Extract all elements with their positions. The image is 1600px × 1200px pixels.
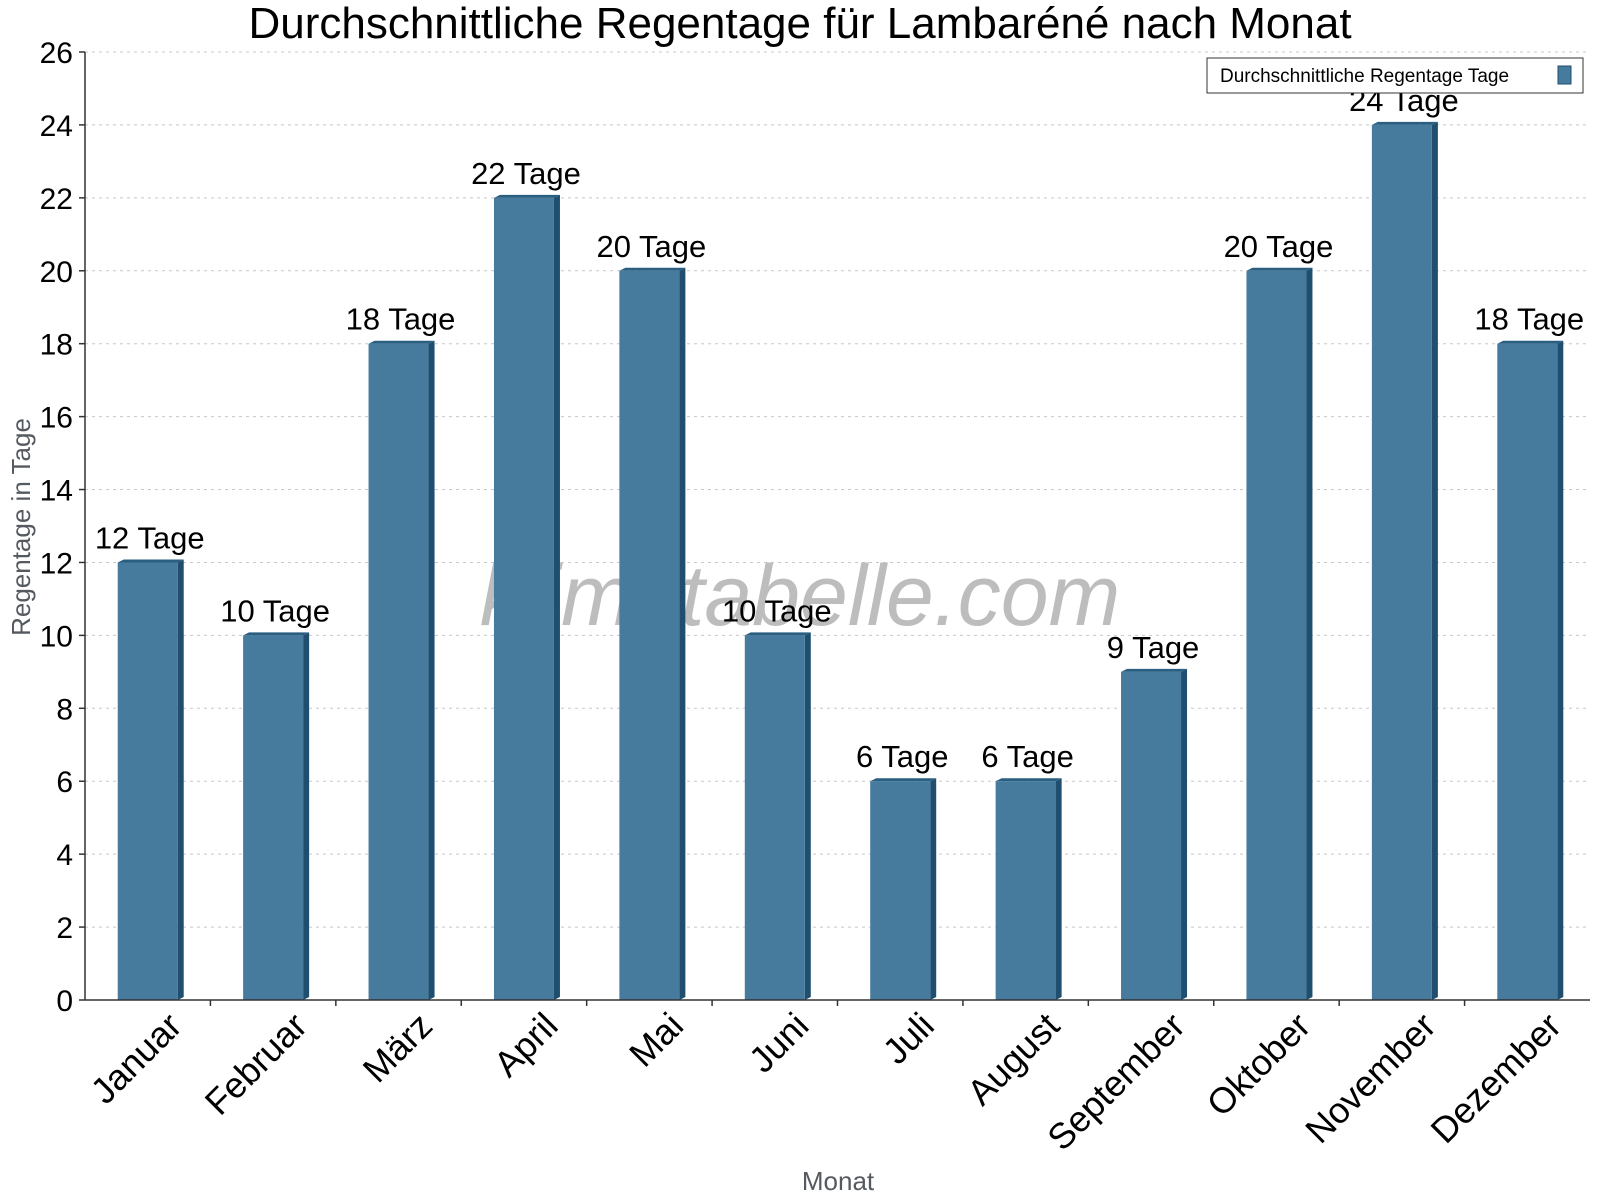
- bar-side: [930, 778, 937, 1000]
- x-tick-label: September: [1039, 1005, 1193, 1159]
- bar-top: [619, 267, 686, 271]
- bar-value-label: 18 Tage: [346, 302, 456, 337]
- y-tick-label: 16: [40, 402, 73, 435]
- y-tick-label: 26: [40, 37, 73, 70]
- bar: [368, 343, 429, 1000]
- bar: [870, 781, 931, 1000]
- legend: Durchschnittliche Regentage Tage: [1206, 57, 1584, 94]
- bar-side: [177, 559, 184, 1000]
- bar: [1121, 671, 1182, 1000]
- bar-value-label: 12 Tage: [95, 520, 205, 555]
- bar-value-label: 10 Tage: [722, 593, 832, 628]
- x-tick-label: August: [959, 1005, 1067, 1113]
- bar-value-label: 20 Tage: [596, 229, 706, 264]
- bar-value-label: 20 Tage: [1224, 229, 1334, 264]
- bar-top: [870, 778, 937, 782]
- bar-side: [679, 267, 686, 1000]
- bar-side: [1306, 267, 1313, 1000]
- x-ticks: Januar Februar März April Mai Juni Juli AugustS…: [83, 1000, 1569, 1158]
- y-tick-label: 10: [40, 620, 73, 653]
- bar-side: [1431, 121, 1438, 1000]
- bar-value-label: 6 Tage: [856, 739, 949, 774]
- x-tick-label: Oktober: [1199, 1005, 1319, 1125]
- bar-top: [1497, 340, 1564, 344]
- x-axis-label: Monat: [802, 1166, 875, 1196]
- x-tick-label: April: [486, 1005, 566, 1085]
- bar-value-label: 18 Tage: [1474, 302, 1584, 337]
- y-tick-label: 22: [40, 183, 73, 216]
- y-tick-label: 2: [56, 912, 73, 945]
- y-tick-label: 18: [40, 329, 73, 362]
- bar-side: [553, 194, 560, 1000]
- bar-side: [303, 632, 310, 1000]
- bar-side: [1181, 668, 1188, 1000]
- bar: [995, 781, 1056, 1000]
- bar: [1246, 270, 1307, 1000]
- watermark: klimatabelle.com: [480, 548, 1120, 644]
- legend-label: Durchschnittliche Regentage Tage: [1220, 66, 1509, 87]
- bar-side: [1557, 340, 1564, 1000]
- bar-value-label: 9 Tage: [1107, 630, 1200, 665]
- bar: [1497, 343, 1558, 1000]
- bar-top: [744, 632, 811, 636]
- x-tick-label: Februar: [197, 1005, 315, 1123]
- x-tick-label: Mai: [621, 1005, 691, 1075]
- x-tick-label: Dezember: [1423, 1005, 1569, 1151]
- legend-box: [1206, 57, 1584, 94]
- chart-title: Durchschnittliche Regentage für Lambarén…: [248, 0, 1351, 48]
- bar-value-label: 10 Tage: [220, 593, 330, 628]
- y-tick-label: 12: [40, 547, 73, 580]
- bar: [744, 635, 805, 1000]
- bar-top: [243, 632, 310, 636]
- y-axis-label: Regentage in Tage: [6, 418, 36, 636]
- y-tick-label: 8: [56, 693, 73, 726]
- bar-value-label: 6 Tage: [981, 739, 1074, 774]
- bar-top: [1246, 267, 1313, 271]
- y-tick-label: 20: [40, 256, 73, 289]
- bar-side: [1055, 778, 1062, 1000]
- bar-labels: 12 Tage 10 Tage 18 Tage 22 Tage 20 Tage 10 Ta…: [95, 83, 1584, 774]
- bar: [243, 635, 304, 1000]
- y-tick-label: 14: [40, 475, 73, 508]
- bar-top: [1371, 121, 1438, 125]
- bar-side: [428, 340, 435, 1000]
- x-tick-label: Juni: [741, 1005, 817, 1081]
- y-tick-label: 24: [40, 110, 73, 143]
- bar-top: [1121, 668, 1188, 672]
- bars: [117, 121, 1564, 1000]
- bar-top: [117, 559, 184, 563]
- y-tick-label: 4: [56, 839, 73, 872]
- bar-top: [995, 778, 1062, 782]
- bar-top: [493, 194, 560, 198]
- bar: [619, 270, 680, 1000]
- bar-side: [804, 632, 811, 1000]
- bar-top: [368, 340, 435, 344]
- legend-swatch: [1557, 65, 1572, 85]
- bar: [117, 562, 178, 1000]
- x-tick-label: Juli: [875, 1005, 942, 1072]
- bar: [493, 197, 554, 1000]
- x-tick-label: März: [355, 1005, 441, 1091]
- x-tick-label: November: [1297, 1005, 1443, 1151]
- x-tick-label: Januar: [83, 1005, 190, 1112]
- bar-value-label: 22 Tage: [471, 156, 581, 191]
- y-tick-label: 0: [56, 985, 73, 1018]
- grid-lines: [85, 51, 1590, 928]
- bar: [1371, 124, 1432, 1000]
- y-tick-label: 6: [56, 766, 73, 799]
